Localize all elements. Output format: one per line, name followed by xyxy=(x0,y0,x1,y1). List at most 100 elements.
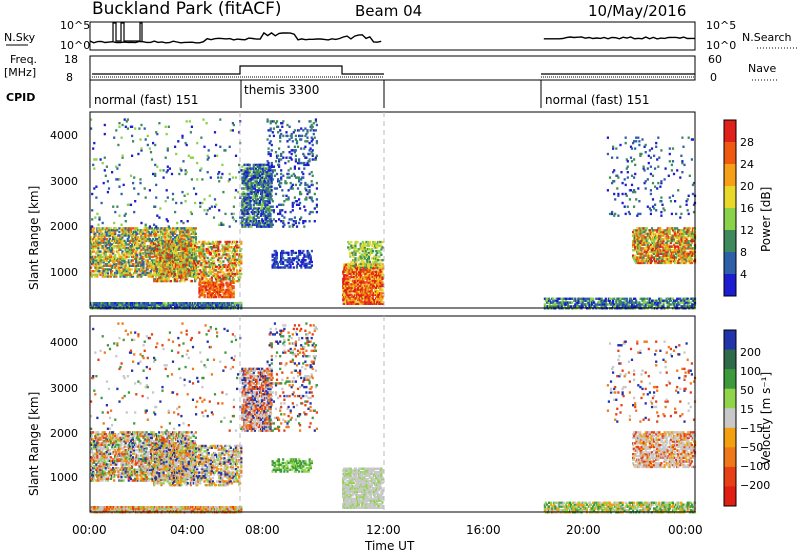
heatmap-cell xyxy=(281,209,284,212)
heatmap-cell xyxy=(301,259,304,262)
heatmap-cell xyxy=(194,262,197,265)
heatmap-cell xyxy=(257,165,261,168)
heatmap-cell xyxy=(294,158,297,161)
heatmap-cell xyxy=(209,272,212,276)
heatmap-cell xyxy=(177,265,180,269)
heatmap-cell xyxy=(241,216,244,219)
heatmap-cell xyxy=(287,251,290,255)
heatmap-cell xyxy=(343,275,346,279)
heatmap-cell xyxy=(107,261,110,264)
heatmap-cell xyxy=(361,240,364,244)
heatmap-cell xyxy=(252,185,255,188)
heatmap-cell xyxy=(158,302,161,305)
heatmap-cell xyxy=(308,212,311,216)
heatmap-cell xyxy=(90,227,93,230)
heatmap-cell xyxy=(266,187,269,190)
heatmap-cell xyxy=(355,268,359,272)
heatmap-cell xyxy=(267,178,270,181)
heatmap-cell xyxy=(97,236,100,239)
heatmap-cell xyxy=(243,183,246,187)
heatmap-cell xyxy=(344,288,347,291)
heatmap-cell xyxy=(156,274,159,277)
heatmap-cell xyxy=(290,134,293,138)
heatmap-cell xyxy=(118,268,121,271)
heatmap-cell xyxy=(259,183,262,187)
heatmap-cell xyxy=(216,265,219,269)
heatmap-cell xyxy=(227,244,230,247)
heatmap-cell xyxy=(201,288,204,292)
heatmap-cell xyxy=(98,229,101,232)
heatmap-cell xyxy=(270,189,273,192)
heatmap-cell xyxy=(207,271,210,274)
heatmap-cell xyxy=(268,178,271,181)
heatmap-cell xyxy=(275,120,279,123)
heatmap-cell xyxy=(311,152,314,156)
heatmap-cell xyxy=(263,207,266,210)
heatmap-cell xyxy=(226,281,229,284)
heatmap-cell xyxy=(352,300,355,304)
heatmap-cell xyxy=(149,250,152,253)
heatmap-cell xyxy=(112,245,115,248)
heatmap-cell xyxy=(353,248,356,251)
heatmap-cell xyxy=(352,295,355,298)
heatmap-cell xyxy=(159,260,162,263)
heatmap-cell xyxy=(362,291,365,295)
heatmap-cell xyxy=(223,265,226,269)
heatmap-cell xyxy=(105,229,108,232)
heatmap-cell xyxy=(274,192,278,196)
heatmap-cell xyxy=(252,176,255,179)
heatmap-cell xyxy=(167,244,170,247)
heatmap-cell xyxy=(351,283,354,286)
heatmap-cell xyxy=(177,269,180,272)
heatmap-cell xyxy=(104,252,107,255)
heatmap-cell xyxy=(232,278,235,281)
heatmap-cell xyxy=(359,264,362,267)
heatmap-cell xyxy=(215,246,218,249)
heatmap-cell xyxy=(228,305,231,308)
heatmap-cell xyxy=(221,265,224,269)
heatmap-cell xyxy=(304,183,307,187)
heatmap-cell xyxy=(303,225,306,228)
heatmap-cell xyxy=(113,250,116,253)
heatmap-cell xyxy=(181,276,184,279)
heatmap-cell xyxy=(282,249,285,253)
heatmap-cell xyxy=(115,241,118,244)
heatmap-cell xyxy=(377,270,380,273)
heatmap-cell xyxy=(305,198,308,201)
heatmap-cell xyxy=(216,251,219,254)
heatmap-cell xyxy=(304,266,307,269)
heatmap-cell xyxy=(162,272,165,276)
heatmap-cell xyxy=(194,273,197,276)
heatmap-cell xyxy=(300,181,303,185)
heatmap-cell xyxy=(269,183,272,187)
heatmap-cell xyxy=(127,255,130,259)
heatmap-cell xyxy=(377,295,380,298)
heatmap-cell xyxy=(349,255,352,258)
heatmap-cell xyxy=(311,200,314,203)
heatmap-cell xyxy=(127,243,130,246)
heatmap-cell xyxy=(158,247,161,251)
nsearch-tick-bottom: 10^0 xyxy=(706,39,736,52)
heatmap-cell xyxy=(163,256,166,260)
heatmap-cell xyxy=(188,271,191,274)
heatmap-cell xyxy=(178,303,181,307)
heatmap-cell xyxy=(226,265,229,269)
heatmap-cell xyxy=(240,256,243,260)
heatmap-cell xyxy=(222,271,225,274)
heatmap-cell xyxy=(160,244,163,247)
heatmap-cell xyxy=(109,250,113,253)
heatmap-cell xyxy=(305,163,308,167)
heatmap-cell xyxy=(199,305,202,308)
heatmap-cell xyxy=(192,227,195,230)
heatmap-cell xyxy=(200,294,203,297)
heatmap-cell xyxy=(248,163,251,167)
heatmap-cell xyxy=(215,303,218,307)
heatmap-cell xyxy=(170,232,173,235)
heatmap-cell xyxy=(252,216,255,219)
heatmap-cell xyxy=(221,244,224,247)
heatmap-cell xyxy=(214,283,217,286)
heatmap-cell xyxy=(201,276,204,279)
heatmap-cell xyxy=(93,236,96,239)
heatmap-cell xyxy=(294,220,297,223)
heatmap-cell xyxy=(240,262,243,265)
